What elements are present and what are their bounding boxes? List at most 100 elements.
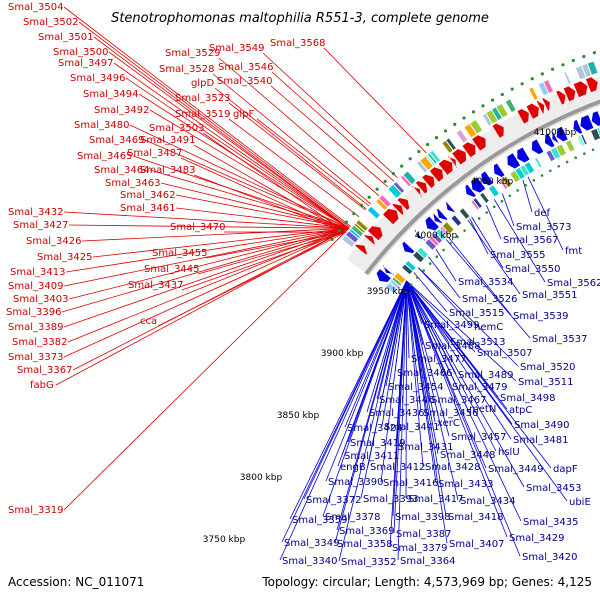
gc-skew-dot xyxy=(403,290,407,294)
forward-label-line xyxy=(202,132,346,233)
gc-skew-dot xyxy=(434,136,439,140)
gene-label: Smal_3498 xyxy=(500,393,555,404)
reverse-label-line xyxy=(502,193,515,227)
forward-label-line xyxy=(256,118,370,207)
gene-label: metN xyxy=(469,404,496,415)
gene-label: Smal_3491 xyxy=(140,135,195,146)
reverse-label-line xyxy=(338,280,407,562)
gene-label: Smal_3539 xyxy=(513,311,568,322)
reverse-label-line xyxy=(393,280,407,534)
gc-skew-dot xyxy=(383,179,387,183)
gene-label: Smal_3489 xyxy=(458,370,513,381)
gene-label: atpC xyxy=(509,405,532,416)
gene-label: Smal_3549 xyxy=(209,43,264,54)
gene-label: Smal_3387 xyxy=(396,529,451,540)
gene-label: Smal_3523 xyxy=(175,93,230,104)
ruler-tick-label: 3850 kbp xyxy=(277,411,320,421)
reverse-cog-block xyxy=(392,277,402,286)
gc-skew-dot xyxy=(449,242,452,245)
gene-label: Smal_3453 xyxy=(526,483,581,494)
forward-gene-arrow xyxy=(536,100,545,114)
reverse-label-line xyxy=(406,280,512,440)
gc-skew-dot xyxy=(524,183,527,187)
ruler-ticks: 3750 kbp 3800 kbp 3850 kbp 3900 kbp 3950 kbp… xyxy=(203,128,577,545)
forward-label-line xyxy=(262,52,398,179)
reverse-label-line xyxy=(406,280,436,423)
reverse-gene-arrow xyxy=(517,147,530,163)
forward-cog-block xyxy=(587,61,598,75)
gene-label: Smal_3373 xyxy=(8,352,63,363)
forward-cog-block xyxy=(367,206,380,219)
reverse-cog-block xyxy=(405,260,416,271)
forward-label-line xyxy=(181,231,346,291)
gene-label: Smal_3434 xyxy=(460,496,515,507)
gene-label: ubiE xyxy=(569,497,591,508)
gc-skew-dot xyxy=(471,110,476,114)
gc-skew-dot xyxy=(330,237,334,242)
reverse-cog-block xyxy=(451,215,462,226)
gc-skew-dot xyxy=(571,58,575,63)
backbone-inner-edge xyxy=(367,104,600,277)
forward-gene-arrow xyxy=(355,244,367,255)
gene-label: def xyxy=(534,208,551,219)
gene-label: Smal_3470 xyxy=(170,222,225,233)
reverse-label-line xyxy=(406,280,422,413)
gene-label: fmt xyxy=(565,246,582,257)
gene-label: Smal_3515 xyxy=(449,308,504,319)
forward-gene-arrow xyxy=(492,123,504,138)
forward-label-line xyxy=(197,231,346,275)
gene-label: Smal_3413 xyxy=(10,267,65,278)
gc-skew-dot xyxy=(492,205,496,209)
gene-label: Smal_3369 xyxy=(339,526,394,537)
forward-label-line xyxy=(78,21,351,228)
gc-skew-dot xyxy=(548,169,552,173)
feature-label-lines xyxy=(55,6,568,562)
reverse-label-line xyxy=(334,280,407,544)
reverse-label-line xyxy=(337,280,407,467)
gc-skew-dot xyxy=(500,92,504,97)
gene-label: Smal_3409 xyxy=(8,281,63,292)
reverse-cog-block xyxy=(546,150,555,162)
gene-label: xerC xyxy=(437,418,460,429)
gene-label: Smal_3490 xyxy=(514,420,569,431)
forward-cog-block xyxy=(354,223,365,233)
reverse-cog-block xyxy=(480,192,489,203)
forward-cog-block xyxy=(492,107,502,120)
reverse-label-line xyxy=(522,179,533,213)
reverse-gene-arrow xyxy=(481,171,494,186)
gene-label: Smal_3412 xyxy=(370,462,425,473)
gc-skew-dot xyxy=(426,142,430,147)
forward-label-line xyxy=(65,227,350,273)
forward-label-line xyxy=(157,231,346,327)
reverse-gene-arrow xyxy=(471,177,486,193)
gene-label: Smal_3448 xyxy=(440,450,495,461)
forward-label-line xyxy=(68,224,349,229)
genome-summary: Topology: circular; Length: 4,573,969 bp… xyxy=(261,575,592,589)
reverse-cog-block xyxy=(524,162,535,174)
reverse-gene-arrow xyxy=(414,229,426,241)
forward-gene-arrow xyxy=(415,181,428,194)
ruler-tick-label: 4100 kbp xyxy=(534,128,577,138)
reverse-gene-arrow xyxy=(446,201,456,213)
gene-label: Smal_3427 xyxy=(13,220,68,231)
gene-label: Smal_3551 xyxy=(522,290,577,301)
reverse-cog-block xyxy=(394,272,406,284)
forward-label-line xyxy=(68,227,350,300)
gc-skew-dot xyxy=(520,82,524,86)
reverse-cog-block xyxy=(581,134,587,145)
reverse-gene-arrow xyxy=(573,119,583,134)
gc-skew-dot xyxy=(417,149,421,154)
forward-gene-arrow xyxy=(556,90,566,105)
forward-label-line xyxy=(149,109,350,229)
reverse-cog-block xyxy=(439,226,449,237)
gene-label: Smal_3340 xyxy=(282,556,337,567)
reverse-cog-block xyxy=(471,200,479,210)
reverse-label-line xyxy=(493,199,546,283)
gene-label: Smal_3389 xyxy=(8,322,63,333)
gene-label: Smal_3393 xyxy=(363,494,418,505)
gc-skew-dot xyxy=(416,276,419,279)
forward-cog-block xyxy=(417,161,428,173)
gene-label: Smal_3540 xyxy=(217,76,272,87)
reverse-gene-arrow xyxy=(433,213,443,224)
